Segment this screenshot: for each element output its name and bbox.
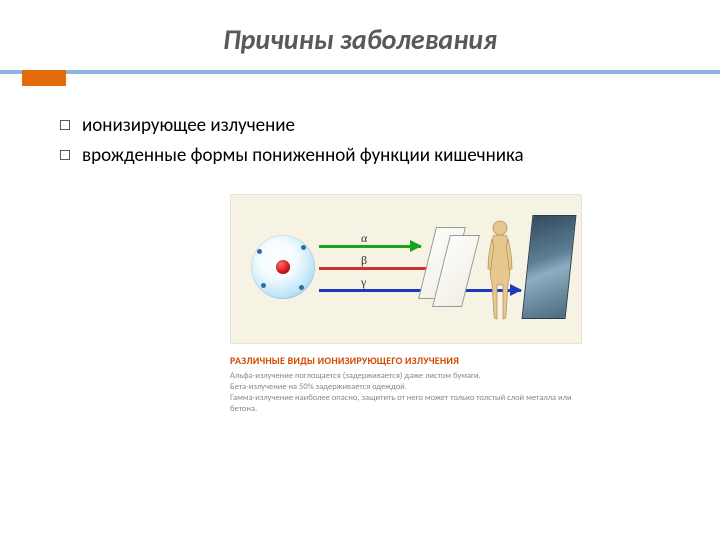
beta-label: β xyxy=(361,253,367,268)
nucleus-icon xyxy=(276,260,290,274)
electron-icon xyxy=(299,285,304,290)
slide-title: Причины заболевания xyxy=(223,22,497,57)
human-icon xyxy=(483,219,517,323)
gamma-label: γ xyxy=(361,275,366,290)
bullet-list: ионизирующее излучение врожденные формы … xyxy=(60,112,680,171)
alpha-arrow xyxy=(319,245,421,248)
electron-icon xyxy=(257,249,262,254)
metal-block-icon xyxy=(522,215,577,319)
electron-icon xyxy=(261,283,266,288)
desc-line: Гамма-излучение наиболее опасно, защитит… xyxy=(230,393,582,415)
desc-line: Альфа-излучение поглощается (задерживает… xyxy=(230,371,582,382)
figure-description: Альфа-излучение поглощается (задерживает… xyxy=(230,371,582,415)
accent-bar xyxy=(22,70,66,86)
alpha-label: α xyxy=(361,231,367,246)
radiation-figure: α β γ РАЗЛИЧНЫЕ ВИДЫ ИОНИЗИРУЮЩЕГО ИЗЛУЧ… xyxy=(230,194,582,415)
atom-icon xyxy=(251,235,315,299)
list-item: ионизирующее излучение xyxy=(60,112,680,140)
desc-line: Бета-излучение на 50% задерживается одеж… xyxy=(230,382,582,393)
figure-caption: РАЗЛИЧНЫЕ ВИДЫ ИОНИЗИРУЮЩЕГО ИЗЛУЧЕНИЯ xyxy=(230,354,582,367)
radiation-diagram: α β γ xyxy=(230,194,582,344)
electron-icon xyxy=(301,245,306,250)
title-underline xyxy=(0,70,720,74)
list-item: врожденные формы пониженной функции кише… xyxy=(60,142,680,170)
